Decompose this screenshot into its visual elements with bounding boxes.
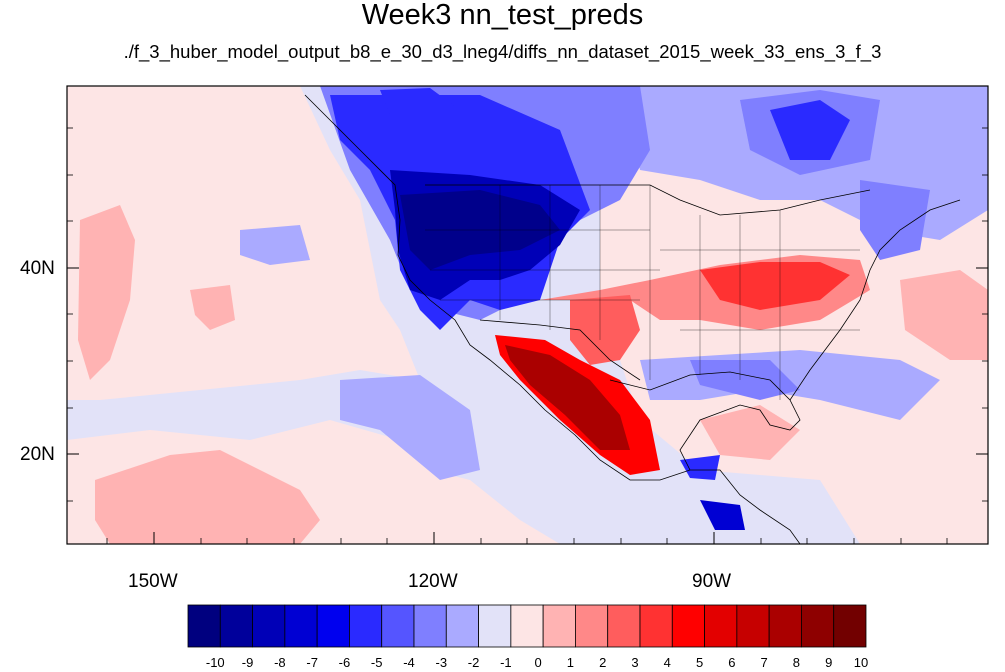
lon-label-120w: 120W [408, 571, 458, 592]
colorbar-box [833, 604, 867, 648]
map-frame [66, 85, 989, 545]
colorbar-tick-label: 5 [695, 655, 704, 670]
colorbar-tick-label: 10 [853, 655, 869, 670]
colorbar-tick-label: -3 [435, 655, 448, 670]
state-lines [425, 185, 860, 400]
lat-label-20n: 20N [20, 444, 55, 465]
colorbar-box [284, 604, 318, 648]
region-lblue-pacific-w [240, 225, 310, 265]
region-red-pacific-sw [95, 450, 320, 544]
colorbar-tick-label: -7 [306, 655, 318, 670]
region-lblue-pacific [340, 375, 480, 480]
colorbar-box [381, 604, 415, 648]
colorbar-box [316, 604, 350, 648]
colorbar-tick-label: -2 [467, 655, 480, 670]
colorbar-tick-label: 9 [825, 655, 833, 670]
colorbar-box [575, 604, 609, 648]
region-red-atlantic [900, 270, 988, 360]
region-red-texas [570, 295, 640, 365]
colorbar-tick-label: 3 [631, 655, 639, 670]
colorbar-box [413, 604, 447, 648]
colorbar-tick-label: 1 [566, 655, 575, 670]
lon-label-90w: 90W [692, 571, 732, 592]
colorbar-box [252, 604, 286, 648]
colorbar-box [187, 604, 221, 648]
colorbar-tick-label: -1 [500, 655, 512, 670]
colorbar-tick-label: 4 [663, 655, 671, 670]
region-blue-honduras [680, 455, 720, 480]
lon-label-150w: 150W [128, 571, 178, 592]
colorbar-box [445, 604, 479, 648]
region-blue-panama [700, 500, 745, 530]
plot-title: Week3 nn_test_preds [361, 0, 644, 31]
coastline-east [789, 199, 961, 401]
colorbar-box [801, 604, 835, 648]
region-red-caribbean [700, 405, 800, 460]
colorbar-tick-label: 0 [534, 655, 542, 670]
colorbar-box [639, 604, 673, 648]
colorbar-box [349, 604, 383, 648]
colorbar-tick-label: 6 [728, 655, 736, 670]
colorbar-tick-label: -10 [205, 655, 225, 670]
colorbar-box [704, 604, 738, 648]
plot-subtitle: ./f_3_huber_model_output_b8_e_30_d3_lneg… [123, 41, 882, 62]
colorbar-box [671, 604, 705, 648]
region-mblue-ne [860, 180, 930, 260]
colorbar-box [219, 604, 253, 648]
region-blue-alaska [380, 88, 460, 130]
colorbar-box [510, 604, 544, 648]
colorbar-tick-label: -6 [338, 655, 351, 670]
colorbar-box [478, 604, 512, 648]
colorbar-box [542, 604, 576, 648]
coastline-gulf [609, 371, 801, 471]
region-red-pacific-w [78, 205, 135, 380]
colorbar-tick-label: 7 [760, 655, 768, 670]
colorbar-box [607, 604, 641, 648]
region-red-pacific-mid [190, 285, 235, 330]
colorbar-tick-label: -8 [274, 655, 286, 670]
region-mblue-gulf [690, 360, 800, 400]
coastline-west [304, 94, 801, 544]
region-blue-labrador [770, 100, 850, 160]
region-dred-mexico [505, 345, 630, 450]
colorbar-tick-label: -4 [403, 655, 415, 670]
colorbar-box [768, 604, 802, 648]
colorbar-tick-label: 8 [792, 655, 801, 670]
colorbar-tick-label: -5 [370, 655, 383, 670]
colorbar-tick-label: -9 [241, 655, 254, 670]
lat-label-40n: 40N [20, 258, 55, 279]
colorbar-tick-label: 2 [599, 655, 607, 670]
region-red-ohio [700, 262, 850, 310]
colorbar-box [736, 604, 770, 648]
us-mexico-border [479, 319, 641, 381]
